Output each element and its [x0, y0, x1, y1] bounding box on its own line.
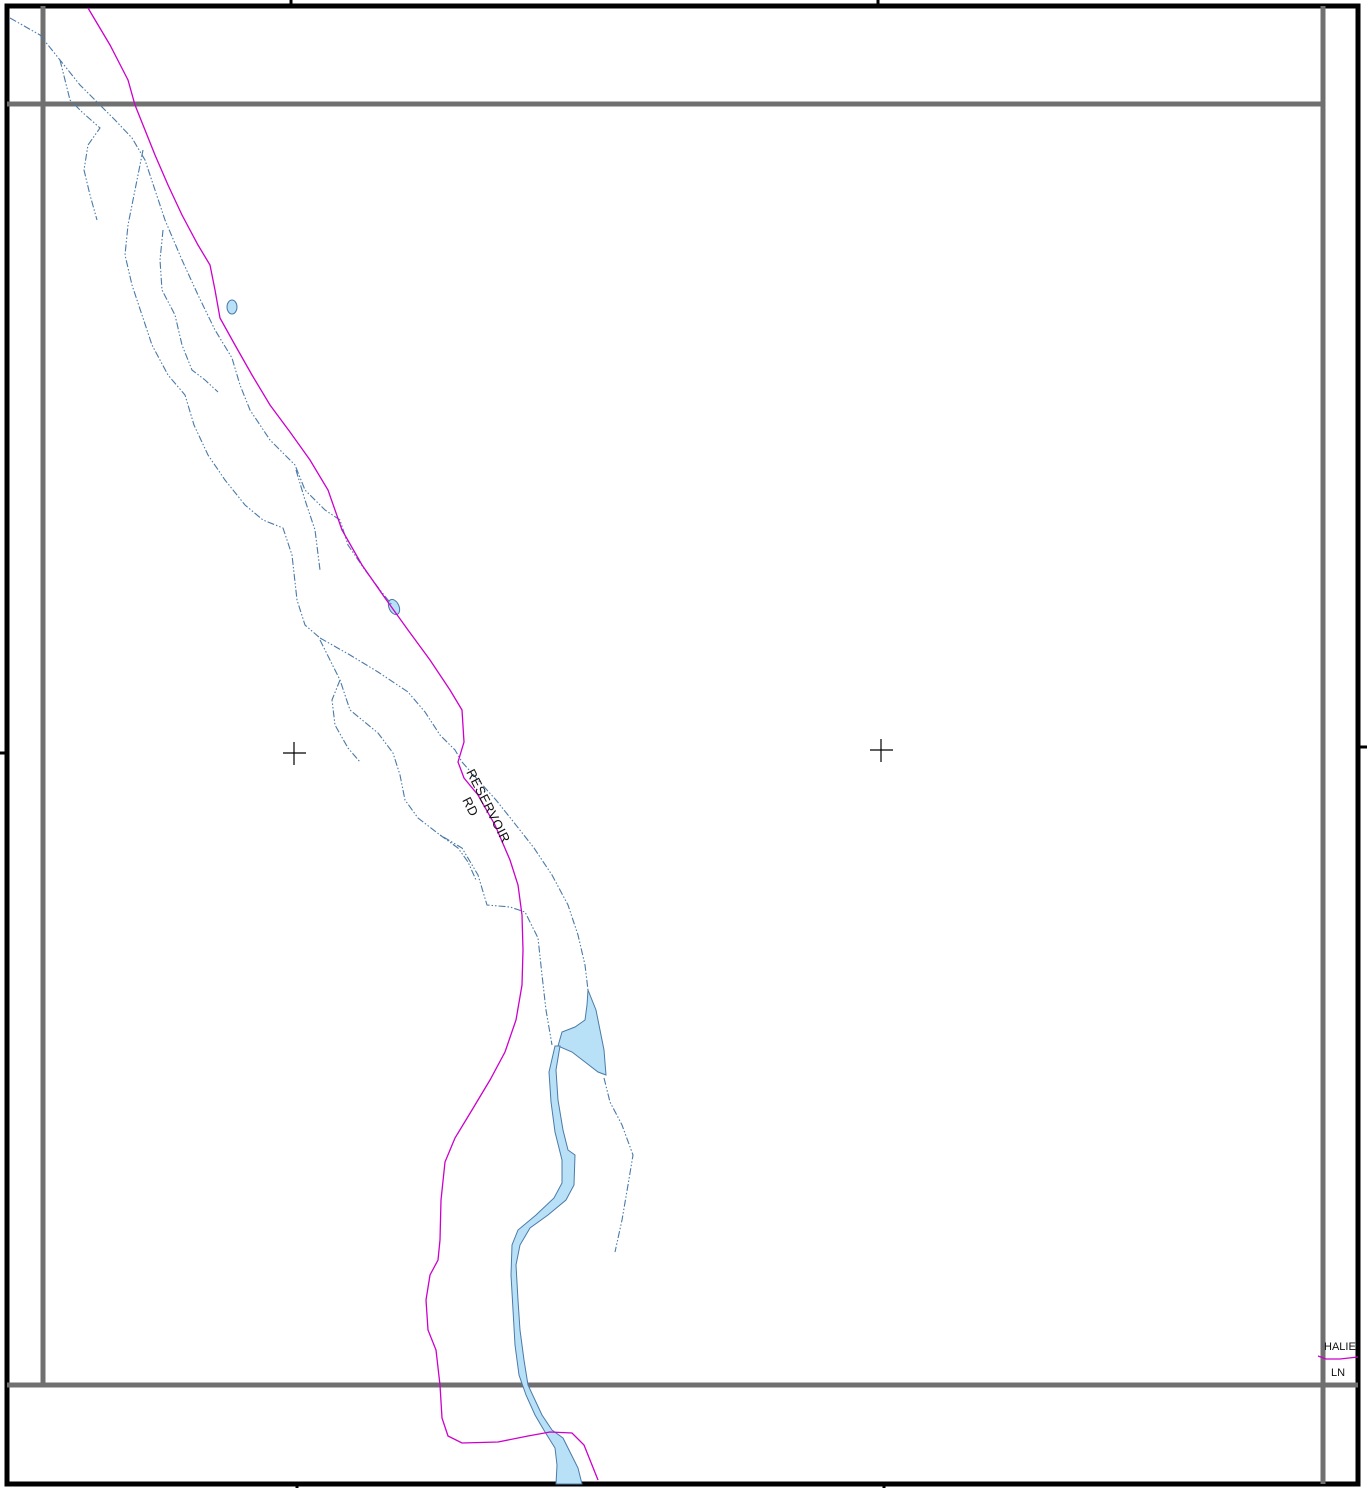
crosshair-left [283, 742, 306, 765]
roads [87, 7, 1359, 1481]
water-bodies [226, 299, 607, 1485]
map-frame [4, 3, 1361, 1487]
stream-i [439, 834, 477, 881]
stream-j [461, 761, 589, 991]
stream-g [319, 639, 553, 1046]
reservoir-upper [557, 989, 607, 1076]
river-channel [510, 1045, 583, 1485]
stream-f [319, 637, 463, 763]
road-label-halie: HALIE [1324, 1341, 1356, 1353]
crosshair-right [870, 739, 893, 762]
road-label-ln: LN [1331, 1367, 1345, 1379]
stream-b [59, 59, 101, 221]
halie-ln-line [1317, 1355, 1359, 1360]
stream-h [331, 679, 361, 763]
grid-lines [7, 6, 1358, 1484]
stream-k [603, 1077, 634, 1253]
stream-c [124, 149, 321, 639]
stream-d [159, 229, 219, 393]
pond-small-upper [226, 299, 238, 315]
stream-e [295, 469, 321, 571]
reservoir-rd-line [87, 7, 599, 1481]
streams [9, 17, 634, 1253]
stream-a [9, 17, 393, 606]
